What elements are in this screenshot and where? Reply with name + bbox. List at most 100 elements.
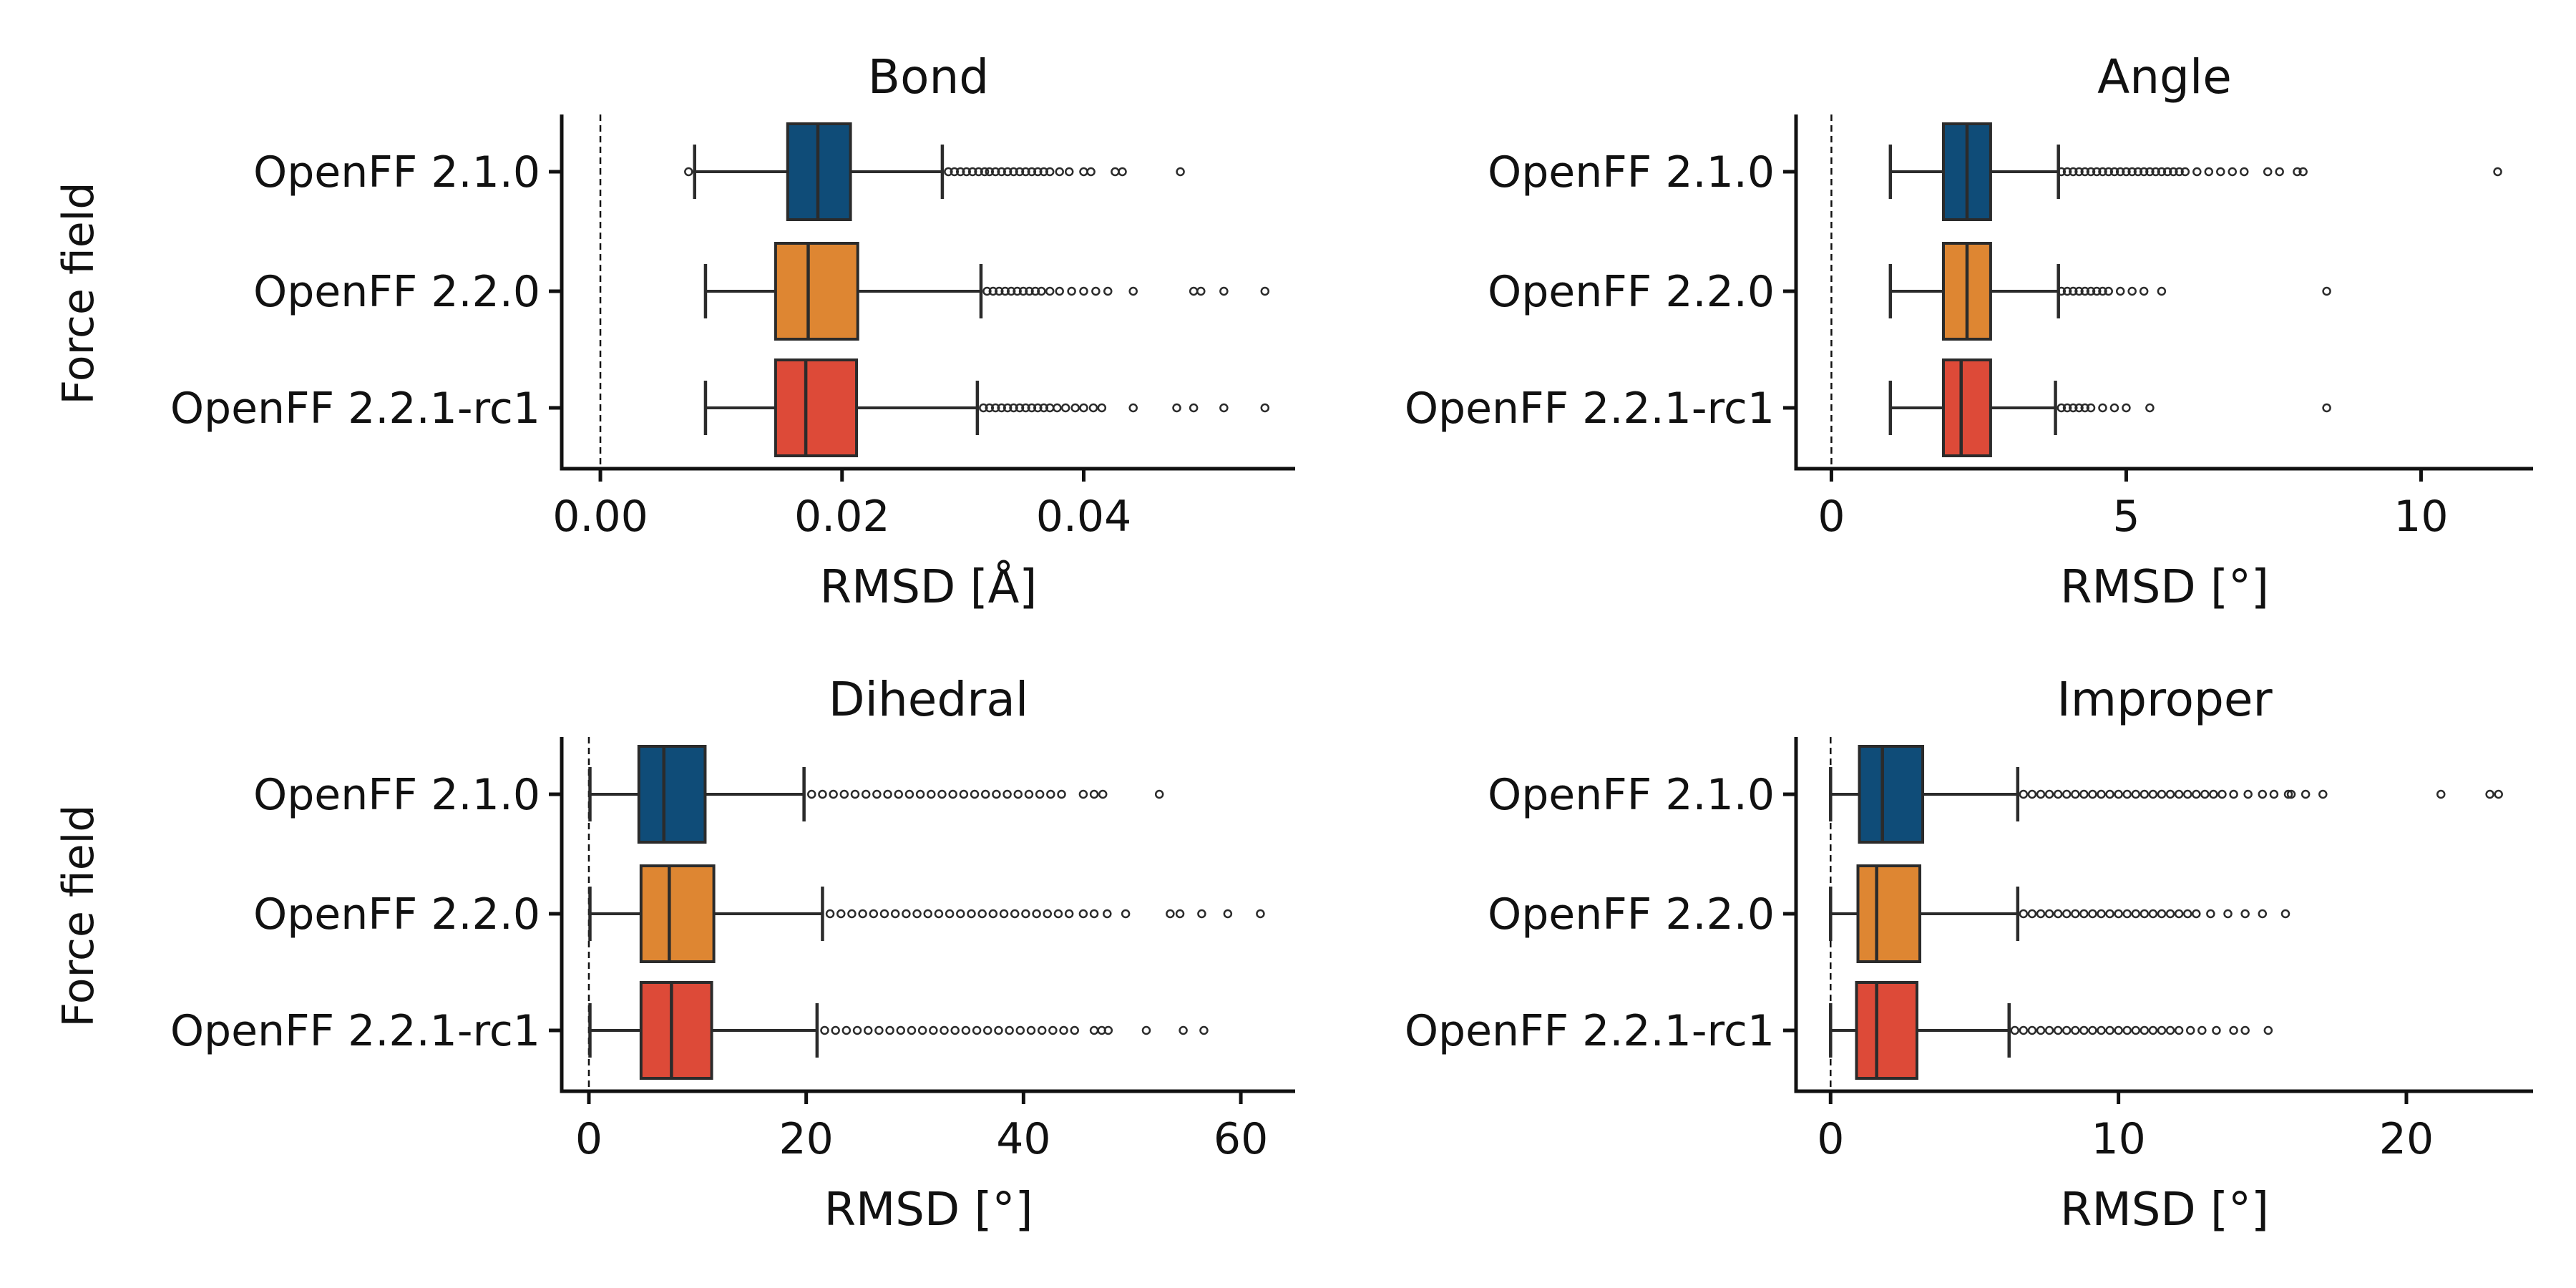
outlier-point <box>1046 789 1055 799</box>
x-tick-label: 60 <box>1214 1114 1268 1164</box>
outlier-point <box>1059 1025 1068 1035</box>
outlier-point <box>2092 167 2102 177</box>
outlier-point <box>1166 909 1175 919</box>
outlier-point <box>2318 789 2328 799</box>
outlier-point <box>1070 1025 1079 1035</box>
outlier-point <box>831 1025 840 1035</box>
outlier-point <box>1055 286 1064 296</box>
outlier-point <box>982 286 992 296</box>
y-tick-label-openff-2-2-0: OpenFF 2.2.0 <box>1488 267 1775 317</box>
outlier-point <box>945 909 955 919</box>
outlier-point <box>1024 789 1034 799</box>
outlier-point <box>2062 789 2072 799</box>
outlier-point <box>841 1025 852 1035</box>
outlier-point <box>2228 167 2238 177</box>
outlier-point <box>2074 286 2084 296</box>
x-axis-label: RMSD [Å] <box>820 560 1038 614</box>
outlier-point <box>2192 909 2201 919</box>
panel-angle: Angle OpenFF 2.1.0 OpenFF 2.2.0 OpenFF 2.2.… <box>1405 49 2533 614</box>
outlier-point <box>2074 403 2084 413</box>
iqr-box <box>1942 358 1992 457</box>
outlier-point <box>1025 286 1034 296</box>
outlier-point <box>1089 909 1099 919</box>
outlier-point <box>972 1025 982 1035</box>
outlier-point <box>2283 789 2293 799</box>
outlier-point <box>1033 403 1043 413</box>
outlier-point <box>2131 1025 2141 1035</box>
outlier-point <box>915 789 925 799</box>
outlier-point <box>990 167 1000 177</box>
outlier-point <box>2010 1025 2020 1035</box>
outlier-point <box>2293 167 2302 177</box>
outlier-point <box>2071 789 2080 799</box>
outlier-point <box>950 167 960 177</box>
outlier-point <box>869 909 879 919</box>
x-tick-label: 0 <box>1818 492 1845 542</box>
outlier-point <box>1021 167 1030 177</box>
y-axis-label-bottom: Force field <box>54 805 104 1028</box>
outlier-point <box>1179 1025 1188 1035</box>
outlier-point <box>2074 167 2084 177</box>
iqr-box <box>774 242 859 341</box>
outlier-point <box>2180 167 2190 177</box>
outlier-point <box>894 789 903 799</box>
outlier-point <box>2098 403 2107 413</box>
outlier-point <box>950 1025 960 1035</box>
outlier-point <box>1002 403 1013 413</box>
outlier-point <box>2105 909 2114 919</box>
outlier-point <box>2151 167 2160 177</box>
box-openff-2-1-0 <box>684 122 1185 221</box>
panel-dihedral: Dihedral OpenFF 2.1.0 OpenFF 2.2.0 OpenFF 2… <box>170 672 1295 1236</box>
outlier-point <box>829 789 838 799</box>
y-tick-label-openff-2-2-0: OpenFF 2.2.0 <box>253 889 540 940</box>
outlier-point <box>992 789 1001 799</box>
outlier-point <box>917 1025 927 1035</box>
outlier-point <box>1223 909 1233 919</box>
outlier-point <box>2175 167 2184 177</box>
outlier-point <box>2019 789 2029 799</box>
outlier-point <box>2109 403 2119 413</box>
outlier-point <box>2182 909 2192 919</box>
outlier-point <box>1037 1025 1047 1035</box>
outlier-point <box>818 789 827 799</box>
outlier-point <box>923 909 932 919</box>
outlier-point <box>852 1025 862 1035</box>
iqr-box <box>1856 864 1922 963</box>
outlier-point <box>2493 167 2502 177</box>
outlier-point <box>2044 1025 2054 1035</box>
outlier-point <box>2322 403 2331 413</box>
outlier-point <box>2148 789 2158 799</box>
outlier-point <box>1078 789 1088 799</box>
outlier-point <box>985 403 995 413</box>
outlier-point <box>1033 167 1043 177</box>
outlier-point <box>2174 789 2184 799</box>
outlier-point <box>1013 286 1022 296</box>
outlier-point <box>1026 1025 1036 1035</box>
outlier-point <box>980 789 990 799</box>
outlier-point <box>988 909 998 919</box>
outlier-point <box>1097 403 1107 413</box>
outlier-point <box>885 1025 894 1035</box>
outlier-point <box>2280 909 2290 919</box>
outlier-point <box>1098 789 1108 799</box>
panel-improper: Improper OpenFF 2.1.0 OpenFF 2.2.0 OpenFF 2… <box>1405 672 2533 1236</box>
outlier-point <box>1057 789 1066 799</box>
outlier-point <box>2263 167 2273 177</box>
outlier-point <box>1005 1025 1014 1035</box>
outlier-point <box>2133 167 2143 177</box>
outlier-point <box>2069 286 2078 296</box>
outlier-point <box>2036 909 2046 919</box>
outlier-point <box>2114 909 2123 919</box>
box-openff-2-1-0 <box>588 745 1164 844</box>
outlier-point <box>2127 167 2137 177</box>
outlier-point <box>995 286 1004 296</box>
outlier-point <box>1035 789 1045 799</box>
outlier-point <box>1128 286 1138 296</box>
x-tick-label: 0.02 <box>794 492 890 542</box>
outlier-point <box>839 789 849 799</box>
y-tick-label-openff-2-2-1-rc1: OpenFF 2.2.1-rc1 <box>1405 1006 1775 1056</box>
iqr-box <box>639 864 716 963</box>
outlier-point <box>2105 789 2114 799</box>
iqr-box <box>637 745 707 844</box>
box-openff-2-2-1-rc1 <box>1888 358 2331 457</box>
